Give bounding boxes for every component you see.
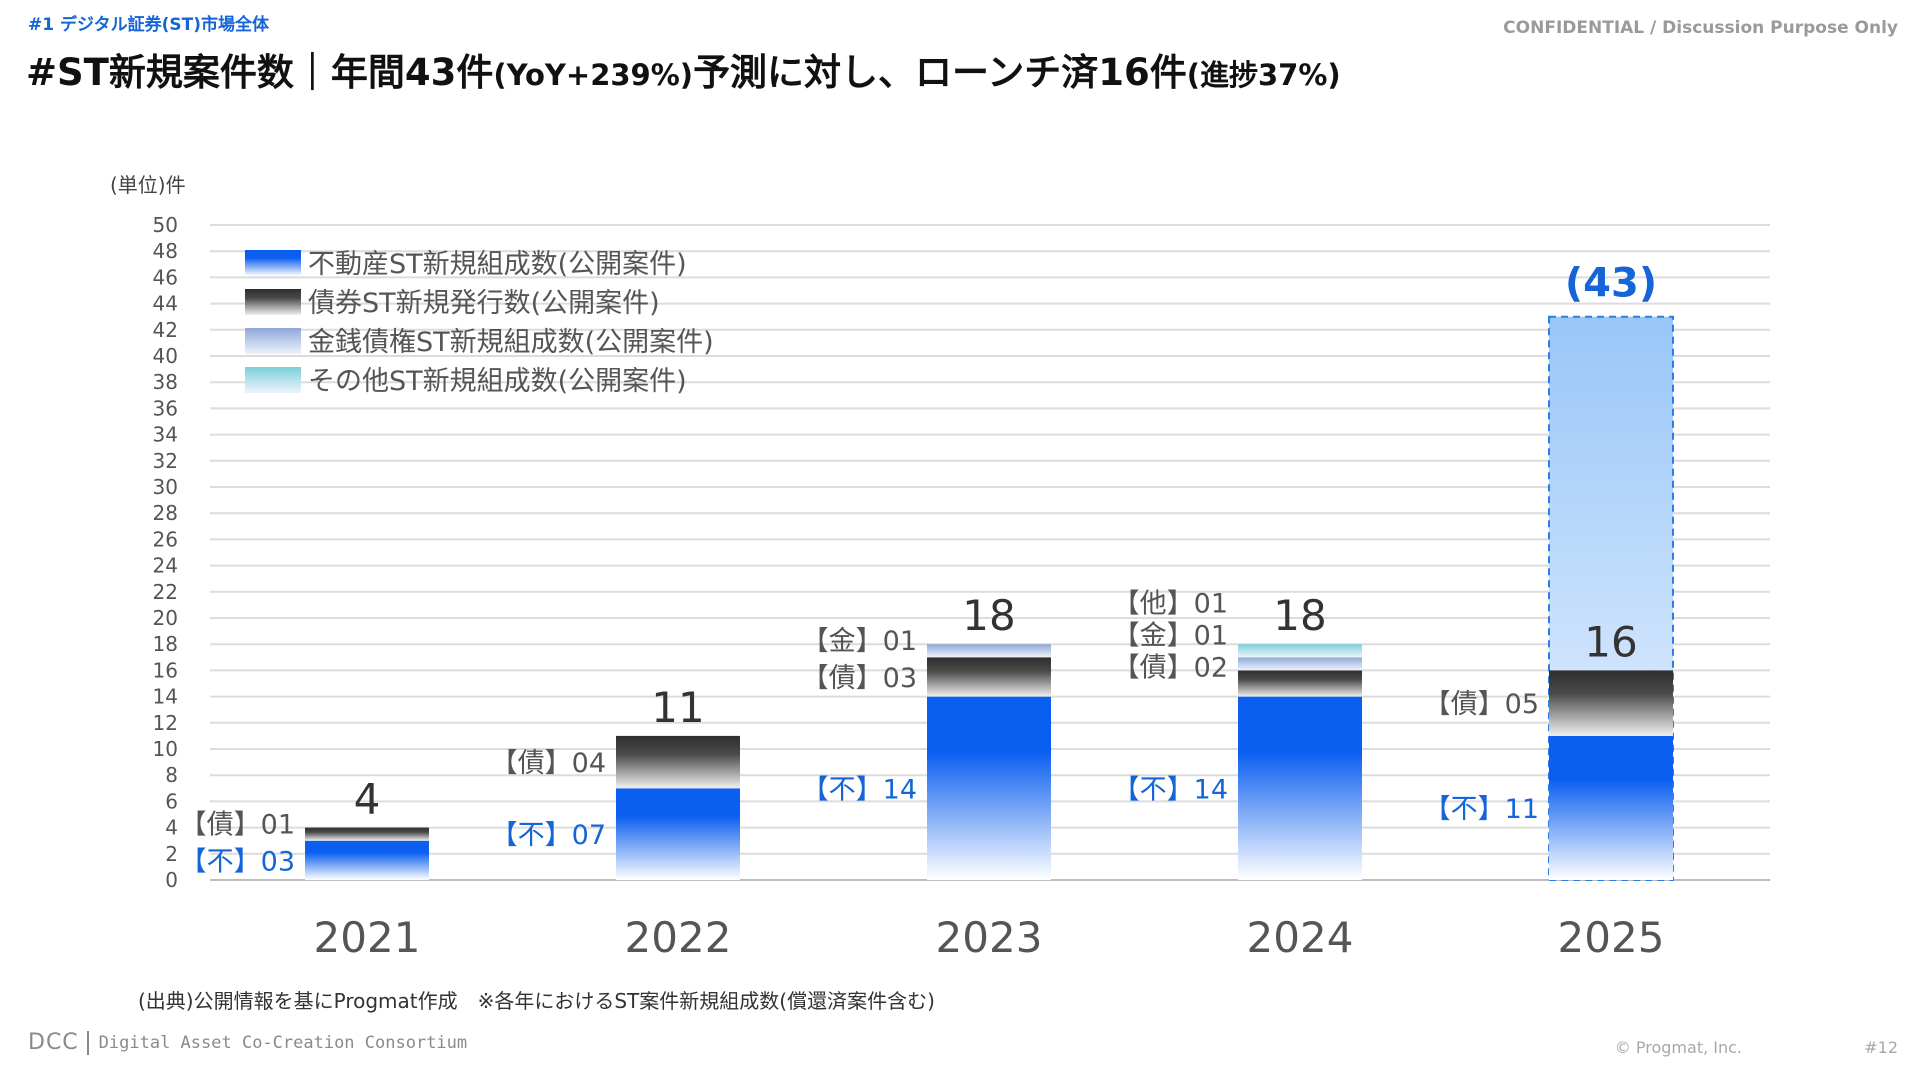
y-unit-label: (単位)件: [110, 173, 186, 197]
y-tick-label: 32: [153, 449, 178, 473]
y-tick-label: 34: [153, 423, 178, 447]
segment-label-saiken: 【債】04: [491, 748, 606, 779]
y-tick-label: 30: [153, 475, 178, 499]
logo-mark: DCC: [28, 1030, 79, 1055]
y-tick-label: 0: [165, 868, 178, 892]
copyright: © Progmat, Inc.: [1614, 1038, 1742, 1057]
y-tick-label: 16: [153, 658, 178, 682]
logo-text: Digital Asset Co-Creation Consortium: [98, 1032, 468, 1053]
segment-label-kinsen: 【金】01: [802, 626, 917, 657]
bar-saiken: [1549, 670, 1673, 736]
y-tick-label: 14: [153, 685, 178, 709]
total-label: 18: [962, 591, 1015, 640]
segment-label-sonota: 【他】01: [1113, 588, 1228, 619]
y-tick-label: 6: [165, 789, 178, 813]
y-tick-label: 48: [153, 239, 178, 263]
bar-fudosan: [927, 696, 1051, 880]
page-number: #12: [1864, 1038, 1898, 1057]
x-tick-label: 2021: [314, 913, 421, 962]
y-tick-label: 46: [153, 265, 178, 289]
y-tick-label: 50: [153, 213, 178, 237]
bar-fudosan: [305, 840, 429, 880]
y-tick-label: 22: [153, 580, 178, 604]
legend-label-fudosan: 不動産ST新規組成数(公開案件): [308, 249, 687, 280]
bar-saiken: [927, 657, 1051, 697]
bar-kinsen: [927, 644, 1051, 658]
source-note: (出典)公開情報を基にProgmat作成 ※各年におけるST案件新規組成数(償還…: [138, 989, 935, 1013]
bar-fudosan: [1549, 735, 1673, 880]
legend-swatch-saiken: [245, 289, 301, 315]
bar-kinsen: [1238, 657, 1362, 671]
legend-label-sonota: その他ST新規組成数(公開案件): [308, 366, 687, 397]
bar-sonota: [1238, 644, 1362, 658]
page-title: #ST新規案件数｜年間43件(YoY+239%)予測に対し、ローンチ済16件(進…: [26, 42, 1341, 96]
y-tick-label: 28: [153, 501, 178, 525]
segment-label-fudosan: 【不】03: [180, 846, 295, 877]
x-tick-label: 2024: [1247, 913, 1354, 962]
legend-swatch-fudosan: [245, 250, 301, 276]
segment-label-fudosan: 【不】14: [802, 774, 917, 805]
segment-label-kinsen: 【金】01: [1113, 620, 1228, 651]
logo-divider: [86, 1030, 89, 1055]
y-tick-label: 38: [153, 370, 178, 394]
y-tick-label: 8: [165, 763, 178, 787]
segment-label-fudosan: 【不】11: [1424, 794, 1539, 825]
forecast-label: (43): [1565, 261, 1657, 307]
section-tag: #1 デジタル証券(ST)市場全体: [28, 15, 270, 35]
title-progress: (進捗37%): [1186, 58, 1341, 92]
y-tick-label: 42: [153, 318, 178, 342]
title-main: #ST新規案件数｜年間43件: [26, 51, 494, 94]
y-tick-label: 44: [153, 292, 178, 316]
y-tick-label: 10: [153, 737, 178, 761]
total-label: 18: [1273, 591, 1326, 640]
segment-label-fudosan: 【不】07: [491, 820, 606, 851]
legend-swatch-kinsen: [245, 328, 301, 354]
legend-label-saiken: 債券ST新規発行数(公開案件): [308, 288, 660, 319]
title-yoy: (YoY+239%): [493, 58, 694, 92]
bar-saiken: [1238, 670, 1362, 697]
title-mid: 予測に対し、ローンチ済16件: [693, 51, 1187, 94]
footer-logo: DCC Digital Asset Co-Creation Consortium: [28, 1030, 467, 1055]
bar-saiken: [305, 827, 429, 841]
y-tick-label: 2: [165, 842, 178, 866]
x-tick-label: 2022: [625, 913, 732, 962]
y-tick-label: 18: [153, 632, 178, 656]
segment-label-fudosan: 【不】14: [1113, 774, 1228, 805]
y-tick-label: 4: [165, 816, 178, 840]
total-label: 11: [651, 683, 704, 732]
legend-swatch-sonota: [245, 367, 301, 393]
segment-label-saiken: 【債】03: [802, 663, 917, 694]
bar-fudosan: [616, 788, 740, 880]
segment-label-saiken: 【債】05: [1424, 689, 1539, 720]
y-tick-label: 24: [153, 554, 178, 578]
total-label: 16: [1584, 617, 1637, 666]
bar-fudosan: [1238, 696, 1362, 880]
segment-label-saiken: 【債】01: [180, 810, 295, 841]
legend-label-kinsen: 金銭債権ST新規組成数(公開案件): [308, 327, 714, 358]
confidential-label: CONFIDENTIAL / Discussion Purpose Only: [1503, 18, 1898, 38]
y-tick-label: 36: [153, 396, 178, 420]
segment-label-saiken: 【債】02: [1113, 652, 1228, 683]
y-tick-label: 40: [153, 344, 178, 368]
y-tick-label: 12: [153, 711, 178, 735]
y-tick-label: 26: [153, 527, 178, 551]
x-tick-label: 2023: [936, 913, 1043, 962]
x-tick-label: 2025: [1558, 913, 1665, 962]
total-label: 4: [354, 775, 381, 824]
bar-saiken: [616, 735, 740, 789]
y-tick-label: 20: [153, 606, 178, 630]
